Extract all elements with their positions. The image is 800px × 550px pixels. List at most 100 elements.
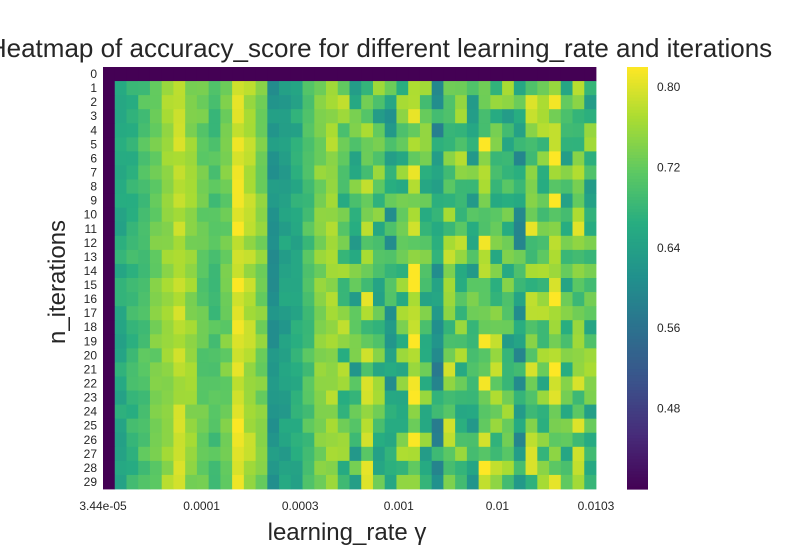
heatmap-cell: [419, 278, 433, 293]
heatmap-cell: [466, 221, 480, 237]
heatmap-cell: [560, 362, 573, 377]
heatmap-cell: [173, 278, 186, 293]
heatmap-cell: [267, 249, 280, 265]
heatmap-cell: [196, 362, 210, 377]
heatmap-cell: [267, 137, 280, 152]
heatmap-cell: [302, 165, 315, 180]
heatmap-cell: [513, 109, 526, 124]
heatmap-cell: [478, 404, 491, 420]
heatmap-cell: [361, 249, 374, 265]
heatmap-cell: [419, 137, 433, 152]
heatmap-cell: [290, 292, 303, 307]
heatmap-cell: [584, 320, 597, 335]
heatmap-cell: [302, 418, 315, 434]
heatmap-cell: [490, 446, 503, 462]
heatmap-cell: [584, 67, 597, 82]
colorbar-gradient-step: [627, 419, 648, 424]
heatmap-cell: [455, 123, 468, 138]
heatmap-cell: [138, 207, 151, 223]
heatmap-cell: [419, 362, 433, 377]
heatmap-cell: [196, 137, 210, 152]
heatmap-cell: [513, 95, 526, 110]
heatmap-cell: [208, 278, 221, 293]
heatmap-cell: [419, 249, 433, 265]
heatmap-cell: [349, 474, 362, 490]
heatmap-cell: [126, 179, 139, 194]
heatmap-cell: [126, 123, 139, 138]
heatmap-cell: [208, 263, 221, 279]
y-tick-label: 9: [90, 194, 97, 208]
heatmap-cell: [349, 249, 362, 265]
heatmap-cell: [267, 418, 280, 434]
heatmap-cell: [537, 249, 550, 265]
heatmap-cell: [372, 432, 386, 448]
heatmap-cell: [185, 446, 198, 462]
heatmap-cell: [384, 376, 397, 391]
heatmap-cell: [419, 109, 433, 124]
heatmap-cell: [455, 249, 468, 265]
heatmap-cell: [490, 474, 503, 490]
heatmap-cell: [279, 235, 292, 251]
heatmap-cell: [572, 432, 585, 448]
heatmap-cell: [161, 292, 174, 307]
heatmap-cell: [114, 67, 127, 82]
heatmap-cell: [149, 179, 163, 194]
colorbar-gradient-step: [627, 347, 648, 351]
colorbar-gradient-step: [627, 398, 648, 403]
heatmap-cell: [572, 109, 585, 124]
heatmap-cell: [361, 362, 374, 377]
y-tick-label: 23: [84, 391, 98, 405]
heatmap-cell: [525, 249, 538, 265]
heatmap-cell: [103, 67, 116, 82]
heatmap-cell: [255, 263, 268, 279]
heatmap-cell: [408, 151, 421, 166]
heatmap-cell: [455, 165, 468, 180]
heatmap-cell: [525, 137, 538, 152]
heatmap-cell: [502, 151, 515, 166]
heatmap-cell: [114, 460, 127, 476]
heatmap-cell: [490, 376, 503, 391]
colorbar-gradient-step: [627, 476, 648, 481]
heatmap-cell: [537, 81, 550, 96]
heatmap-cell: [267, 235, 280, 251]
heatmap-cell: [396, 460, 409, 476]
heatmap-cell: [232, 67, 245, 82]
heatmap-cell: [502, 263, 515, 279]
heatmap-cell: [302, 460, 315, 476]
colorbar-gradient-step: [627, 124, 648, 128]
heatmap-cell: [537, 474, 550, 490]
colorbar-gradient-step: [627, 359, 648, 363]
heatmap-cell: [267, 165, 280, 180]
heatmap-cell: [126, 109, 139, 124]
heatmap-cell: [349, 278, 362, 293]
colorbar-gradient-step: [627, 109, 648, 113]
heatmap-cell: [232, 474, 245, 490]
heatmap-cell: [220, 235, 233, 251]
y-tick-label: 3: [90, 109, 97, 123]
heatmap-cell: [361, 95, 374, 110]
heatmap-cell: [232, 306, 245, 321]
heatmap-cell: [337, 460, 350, 476]
heatmap-cell: [408, 235, 421, 251]
heatmap-cell: [455, 207, 468, 223]
heatmap-cell: [149, 446, 163, 462]
heatmap-cell: [478, 207, 491, 223]
heatmap-cell: [267, 179, 280, 194]
heatmap-cell: [466, 278, 480, 293]
colorbar-gradient-step: [627, 88, 648, 92]
heatmap-cell: [560, 95, 573, 110]
heatmap-cell: [431, 348, 444, 363]
heatmap-cell: [173, 67, 186, 82]
heatmap-cell: [549, 151, 562, 166]
heatmap-cell: [396, 474, 409, 490]
heatmap-cell: [466, 67, 480, 82]
heatmap-cell: [443, 109, 456, 124]
heatmap-cell: [290, 137, 303, 152]
heatmap-cell: [443, 278, 456, 293]
heatmap-cell: [208, 390, 221, 405]
x-tick-label: 3.44e-05: [79, 499, 127, 513]
colorbar-gradient-step: [627, 70, 648, 74]
heatmap-cell: [431, 179, 444, 194]
x-axis-label: learning_rate γ: [268, 519, 427, 546]
heatmap-cell: [196, 320, 210, 335]
